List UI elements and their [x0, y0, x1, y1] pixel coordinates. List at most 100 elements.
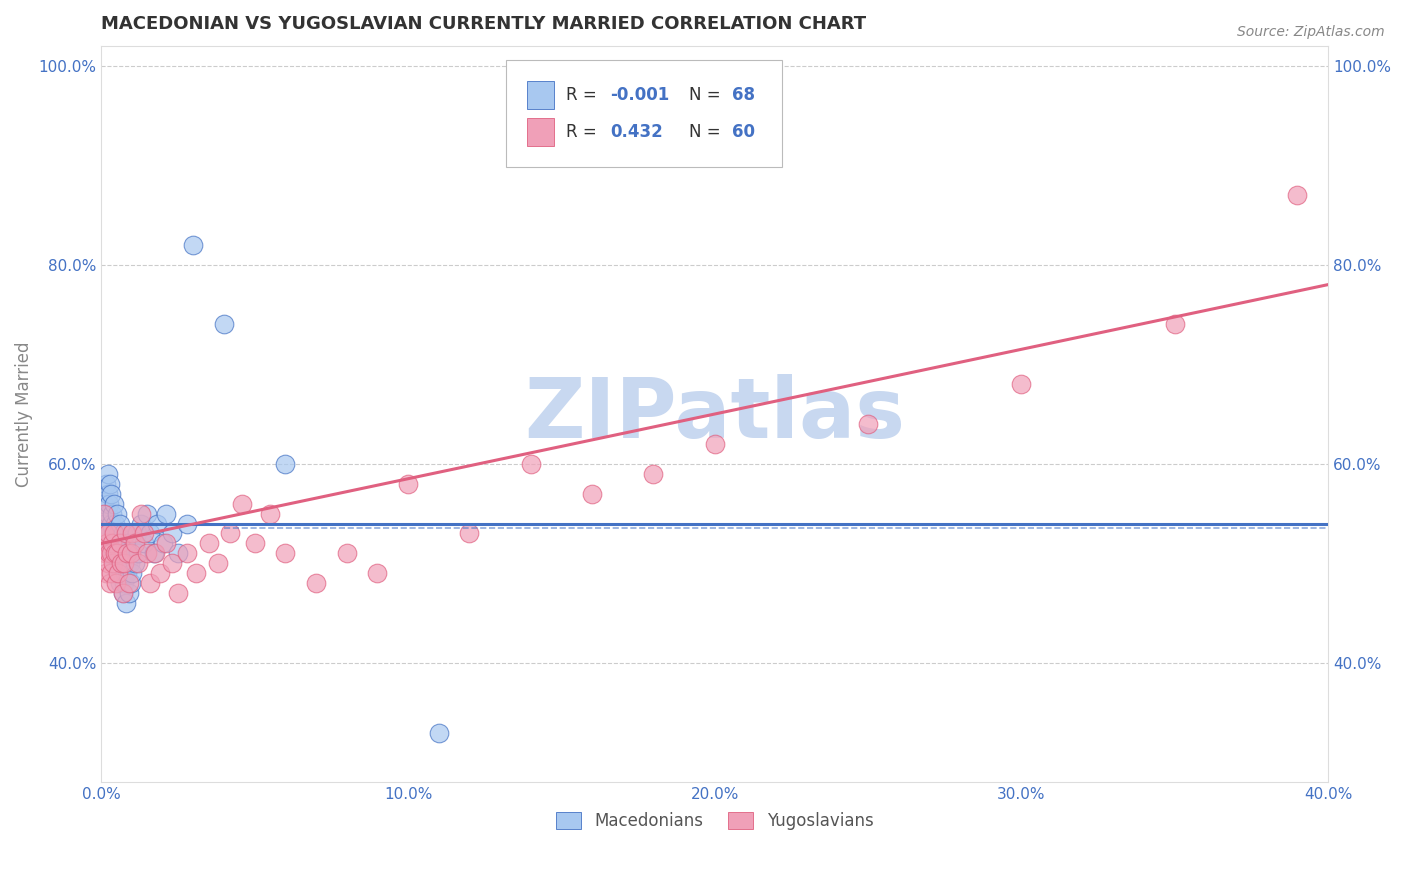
Point	[259, 507, 281, 521]
Point	[118, 586, 141, 600]
Point	[107, 557, 129, 571]
Point	[103, 526, 125, 541]
Point	[111, 586, 134, 600]
Point	[167, 546, 190, 560]
Point	[155, 507, 177, 521]
Point	[127, 546, 149, 560]
Point	[125, 526, 148, 541]
Point	[115, 596, 138, 610]
Point	[104, 546, 127, 560]
Point	[105, 576, 128, 591]
FancyBboxPatch shape	[506, 61, 782, 167]
Text: N =: N =	[689, 123, 725, 141]
Point	[186, 566, 208, 581]
Point	[105, 536, 128, 550]
Point	[101, 536, 124, 550]
Text: -0.001: -0.001	[610, 86, 669, 104]
Point	[366, 566, 388, 581]
Point	[107, 526, 129, 541]
Point	[98, 546, 121, 560]
Point	[122, 536, 145, 550]
Point	[124, 536, 146, 550]
Point	[108, 546, 131, 560]
Point	[98, 576, 121, 591]
Text: R =: R =	[567, 86, 602, 104]
Point	[274, 457, 297, 471]
Point	[94, 546, 117, 560]
Point	[139, 576, 162, 591]
Point	[152, 536, 174, 550]
Point	[176, 516, 198, 531]
Point	[396, 476, 419, 491]
Point	[458, 526, 481, 541]
Text: 0.432: 0.432	[610, 123, 664, 141]
Point	[129, 516, 152, 531]
Point	[207, 557, 229, 571]
Point	[96, 557, 118, 571]
Text: 68: 68	[733, 86, 755, 104]
Point	[103, 526, 125, 541]
Point	[97, 526, 120, 541]
Point	[107, 566, 129, 581]
Point	[105, 546, 128, 560]
Point	[155, 536, 177, 550]
Point	[121, 526, 143, 541]
Point	[149, 566, 172, 581]
Point	[103, 557, 125, 571]
Point	[108, 536, 131, 550]
Point	[120, 546, 142, 560]
Point	[96, 536, 118, 550]
Point	[212, 318, 235, 332]
Point	[98, 476, 121, 491]
Point	[703, 437, 725, 451]
Point	[112, 557, 135, 571]
Point	[100, 546, 122, 560]
Legend: Macedonians, Yugoslavians: Macedonians, Yugoslavians	[550, 805, 880, 837]
Point	[93, 516, 115, 531]
Point	[105, 566, 128, 581]
Point	[427, 725, 450, 739]
Y-axis label: Currently Married: Currently Married	[15, 342, 32, 487]
Point	[115, 526, 138, 541]
Point	[121, 546, 143, 560]
Point	[118, 557, 141, 571]
Point	[101, 507, 124, 521]
Point	[112, 546, 135, 560]
Point	[112, 526, 135, 541]
Point	[120, 576, 142, 591]
Text: MACEDONIAN VS YUGOSLAVIAN CURRENTLY MARRIED CORRELATION CHART: MACEDONIAN VS YUGOSLAVIAN CURRENTLY MARR…	[101, 15, 866, 33]
Point	[93, 526, 115, 541]
Text: R =: R =	[567, 123, 607, 141]
Point	[139, 526, 162, 541]
Point	[1286, 188, 1309, 202]
Point	[274, 546, 297, 560]
Point	[104, 546, 127, 560]
Point	[100, 566, 122, 581]
Point	[176, 546, 198, 560]
Point	[96, 536, 118, 550]
Point	[160, 557, 183, 571]
Point	[581, 486, 603, 500]
Point	[105, 507, 128, 521]
Point	[103, 497, 125, 511]
Point	[110, 516, 132, 531]
Point	[129, 507, 152, 521]
Point	[167, 586, 190, 600]
Point	[101, 557, 124, 571]
Bar	[527, 81, 554, 109]
Point	[856, 417, 879, 431]
Point	[101, 536, 124, 550]
Point	[111, 557, 134, 571]
Point	[93, 507, 115, 521]
Point	[219, 526, 242, 541]
Point	[111, 557, 134, 571]
Point	[110, 566, 132, 581]
Point	[136, 507, 159, 521]
Point	[143, 546, 166, 560]
Point	[305, 576, 328, 591]
Point	[108, 546, 131, 560]
Point	[117, 557, 139, 571]
Point	[520, 457, 543, 471]
Point	[104, 516, 127, 531]
Point	[101, 526, 124, 541]
